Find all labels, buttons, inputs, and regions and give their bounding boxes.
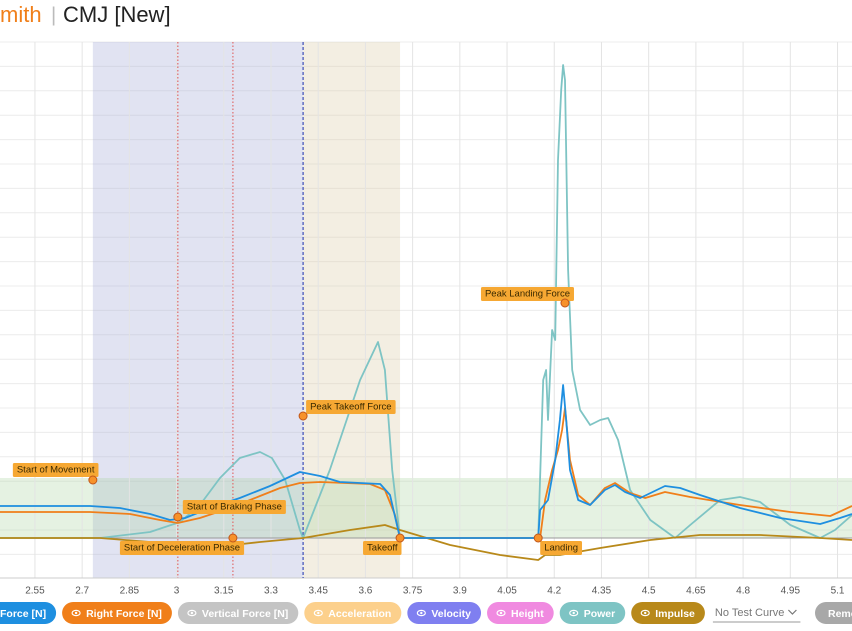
x-tick-label: 4.5 <box>642 586 656 597</box>
phase-region <box>92 42 304 578</box>
legend-pill[interactable] <box>559 602 626 624</box>
header-bar <box>0 0 852 34</box>
legend-label[interactable]: Force [N] <box>0 608 46 620</box>
test-curve-select[interactable]: No Test Curve <box>715 607 785 619</box>
annotation-point <box>173 512 183 522</box>
annotation-box <box>182 500 286 514</box>
legend-pill[interactable] <box>304 602 402 624</box>
annotation-label: Takeoff <box>367 543 398 554</box>
annotation-point <box>395 533 405 543</box>
legend-pill[interactable] <box>0 602 57 624</box>
eye-pupil <box>572 611 575 615</box>
x-tick-label: 2.85 <box>120 586 140 597</box>
x-tick-label: 4.35 <box>592 586 612 597</box>
annotation: Peak Landing Force <box>480 287 574 308</box>
annotation-box <box>363 541 402 555</box>
legend-toggle[interactable]: Vertical Force [N] <box>177 602 299 624</box>
eye-icon <box>71 609 81 617</box>
annotation: Peak Takeoff Force <box>298 400 396 421</box>
x-tick-label: 3 <box>174 586 180 597</box>
annotation-label: Start of Movement <box>17 465 95 476</box>
series-line <box>0 64 852 539</box>
legend-toggle[interactable]: Power <box>559 602 626 624</box>
x-tick-label: 3.75 <box>403 586 423 597</box>
x-tick-label: 3.6 <box>358 586 372 597</box>
remove-label[interactable]: Remo <box>828 608 852 620</box>
eye-pupil <box>317 611 320 615</box>
legend-toggle[interactable]: Velocity <box>407 602 482 624</box>
legend-label[interactable]: Right Force [N] <box>86 608 162 620</box>
eye-icon <box>313 609 323 617</box>
chevron <box>787 609 797 615</box>
x-tick-label: 3.45 <box>308 586 328 597</box>
x-tick-label: 3.15 <box>214 586 234 597</box>
legend-toggle[interactable]: Acceleration <box>304 602 402 624</box>
annotation-point <box>533 533 543 543</box>
annotation-label: Peak Takeoff Force <box>310 402 392 413</box>
annotation-box <box>540 541 583 555</box>
x-tick-label: 2.55 <box>25 586 45 597</box>
x-tick-label: 3.9 <box>453 586 467 597</box>
plot-area: Start of Movement Start of Braking Phase S… <box>0 41 852 579</box>
eye-icon <box>640 609 650 617</box>
legend-toggle[interactable]: Impulse <box>631 602 705 624</box>
annotation-label: Start of Deceleration Phase <box>124 543 240 554</box>
eye-icon <box>416 609 426 617</box>
legend-pill[interactable] <box>62 602 172 624</box>
x-tick-label: 4.95 <box>781 586 801 597</box>
legend-label[interactable]: Velocity <box>431 608 471 620</box>
annotation: Start of Movement <box>12 463 99 485</box>
annotation-label: Peak Landing Force <box>485 289 570 300</box>
legend-toggle[interactable]: Height <box>487 602 554 624</box>
annotation-point <box>560 298 570 308</box>
legend-label[interactable]: Acceleration <box>328 608 391 620</box>
legend-toggle[interactable]: Right Force [N] <box>62 602 172 624</box>
annotation-box <box>306 400 396 414</box>
annotation-label: Landing <box>544 543 578 554</box>
x-tick-label: 2.7 <box>75 586 89 597</box>
force-band <box>0 478 852 538</box>
legend-label[interactable]: Power <box>584 608 616 620</box>
remove-button[interactable]: Remo <box>815 602 852 624</box>
annotation-point <box>88 475 98 485</box>
test-title: CMJ [New] <box>63 2 171 27</box>
x-tick-label: 4.65 <box>686 586 706 597</box>
legend-pill[interactable] <box>407 602 482 624</box>
legend-label[interactable]: Vertical Force [N] <box>202 608 288 620</box>
eye-pupil <box>420 611 423 615</box>
eye-icon <box>187 609 197 617</box>
athlete-name: mith <box>0 2 42 27</box>
legend-pill[interactable] <box>177 602 299 624</box>
eye-pupil <box>74 611 78 615</box>
eye-pupil <box>644 611 647 615</box>
annotation: Start of Deceleration Phase <box>119 533 245 555</box>
annotation-box <box>119 541 245 555</box>
x-tick-label: 4.2 <box>547 586 561 597</box>
annotation: Start of Braking Phase <box>173 500 286 522</box>
remove-pill[interactable] <box>815 602 852 624</box>
annotation: Landing <box>533 533 583 555</box>
legend-pill[interactable] <box>487 602 554 624</box>
annotation: Takeoff <box>363 533 405 555</box>
annotation-box <box>12 463 99 477</box>
legend-label[interactable]: Height <box>511 608 544 620</box>
x-tick-label: 5.1 <box>831 586 845 597</box>
annotation-label: Start of Braking Phase <box>187 502 282 513</box>
annotation-box <box>480 287 574 301</box>
legend-toggle[interactable]: Force [N] <box>0 602 57 624</box>
x-tick-label: 4.05 <box>497 586 517 597</box>
separator: | <box>51 4 56 26</box>
annotation-point <box>298 411 308 421</box>
x-tick-label: 4.8 <box>736 586 750 597</box>
eye-pupil <box>190 611 194 615</box>
annotation-point <box>228 533 238 543</box>
legend-pill[interactable] <box>631 602 705 624</box>
eye-icon <box>496 609 506 617</box>
eye-icon <box>569 609 579 617</box>
x-tick-label: 3.3 <box>264 586 278 597</box>
eye-pupil <box>499 611 503 615</box>
legend-label[interactable]: Impulse <box>655 608 695 620</box>
